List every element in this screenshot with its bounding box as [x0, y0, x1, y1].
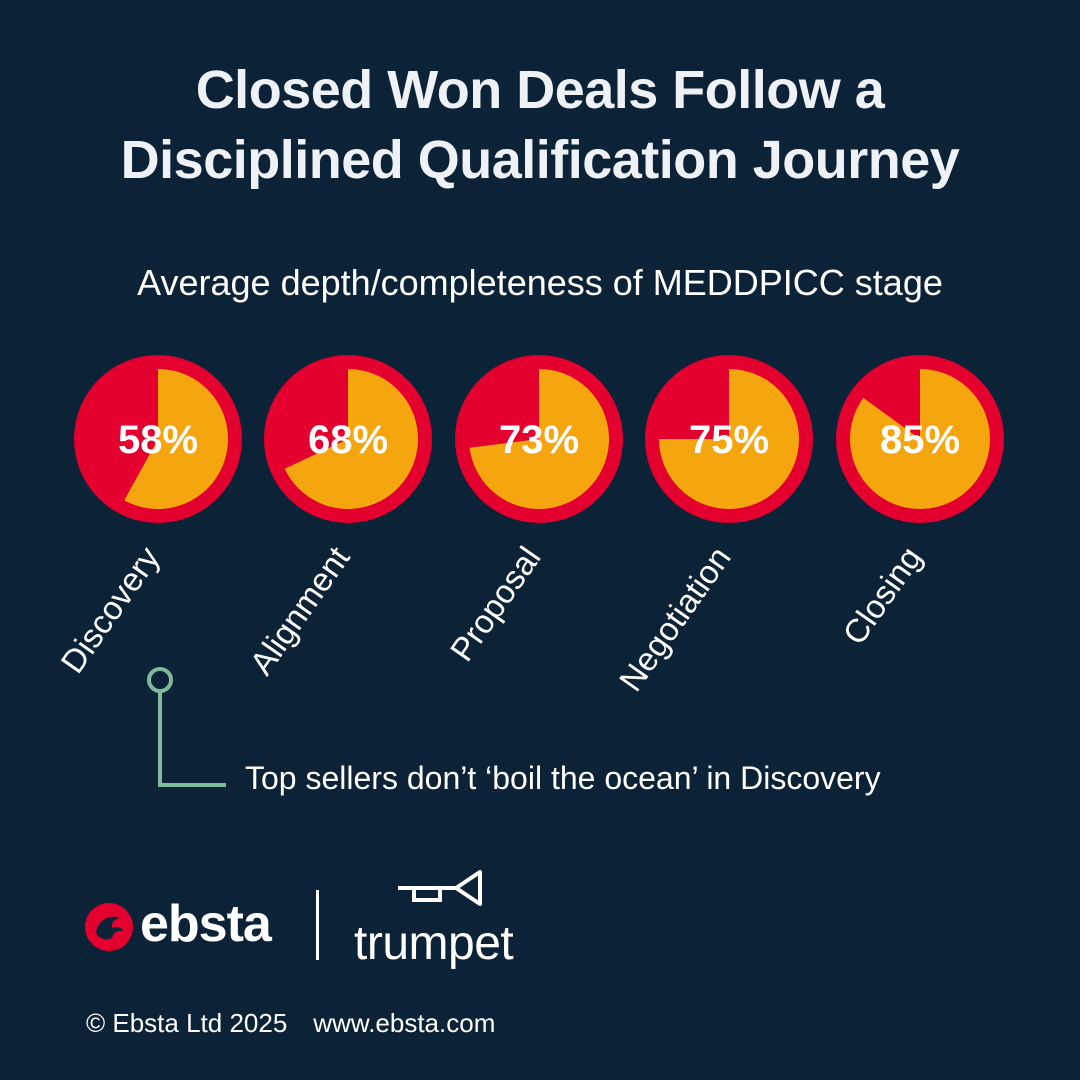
pie-slice [659, 369, 799, 509]
ebsta-logo-text: ebsta [140, 895, 272, 953]
copyright-text: © Ebsta Ltd 2025 [86, 1008, 288, 1038]
data-label: 73% [499, 418, 579, 462]
data-label: 58% [118, 418, 198, 462]
pie-alignment: 68% Alignment [242, 355, 432, 681]
chart-subtitle: Average depth/completeness of MEDDPICC s… [137, 262, 943, 303]
callout-circle [147, 667, 173, 693]
pie-charts: 58% Discovery 68% Alignment 73% Proposal 75% Ne… [53, 355, 1004, 698]
category-label: Proposal [443, 540, 548, 668]
data-label: 75% [689, 418, 769, 462]
website-link[interactable]: www.ebsta.com [313, 1008, 496, 1038]
category-label: Negotiation [612, 540, 738, 698]
annotation-text: Top sellers don’t ‘boil the ocean’ in Di… [245, 760, 881, 796]
category-label: Alignment [242, 540, 356, 681]
title-line-2: Disciplined Qualification Journey [120, 130, 960, 190]
logo-divider [316, 890, 319, 960]
category-label: Discovery [53, 539, 167, 679]
title-line-1: Closed Won Deals Follow a [195, 60, 885, 120]
callout-line [158, 691, 226, 787]
pie-slice [850, 369, 991, 509]
pie-slice [124, 369, 228, 509]
ebsta-bird-icon [85, 903, 133, 951]
page-title: Closed Won Deals Follow a Disciplined Qu… [0, 55, 1080, 195]
pie-discovery: 58% Discovery [53, 355, 242, 680]
pie-negotiation: 75% Negotiation [612, 355, 813, 698]
trumpet-horn-icon [398, 870, 482, 906]
pie-slice [284, 369, 419, 509]
pie-slice [469, 369, 609, 509]
data-label: 68% [308, 418, 388, 462]
category-label: Closing [835, 540, 928, 651]
footer: © Ebsta Ltd 2025 www.ebsta.com [86, 1008, 495, 1039]
callout-connector [147, 667, 226, 787]
pie-closing: 85% Closing [835, 355, 1004, 651]
trumpet-logo-text: trumpet [354, 917, 514, 970]
pie-proposal: 73% Proposal [443, 355, 623, 668]
data-label: 85% [880, 418, 960, 462]
logo-row: ebsta trumpet [84, 868, 564, 978]
